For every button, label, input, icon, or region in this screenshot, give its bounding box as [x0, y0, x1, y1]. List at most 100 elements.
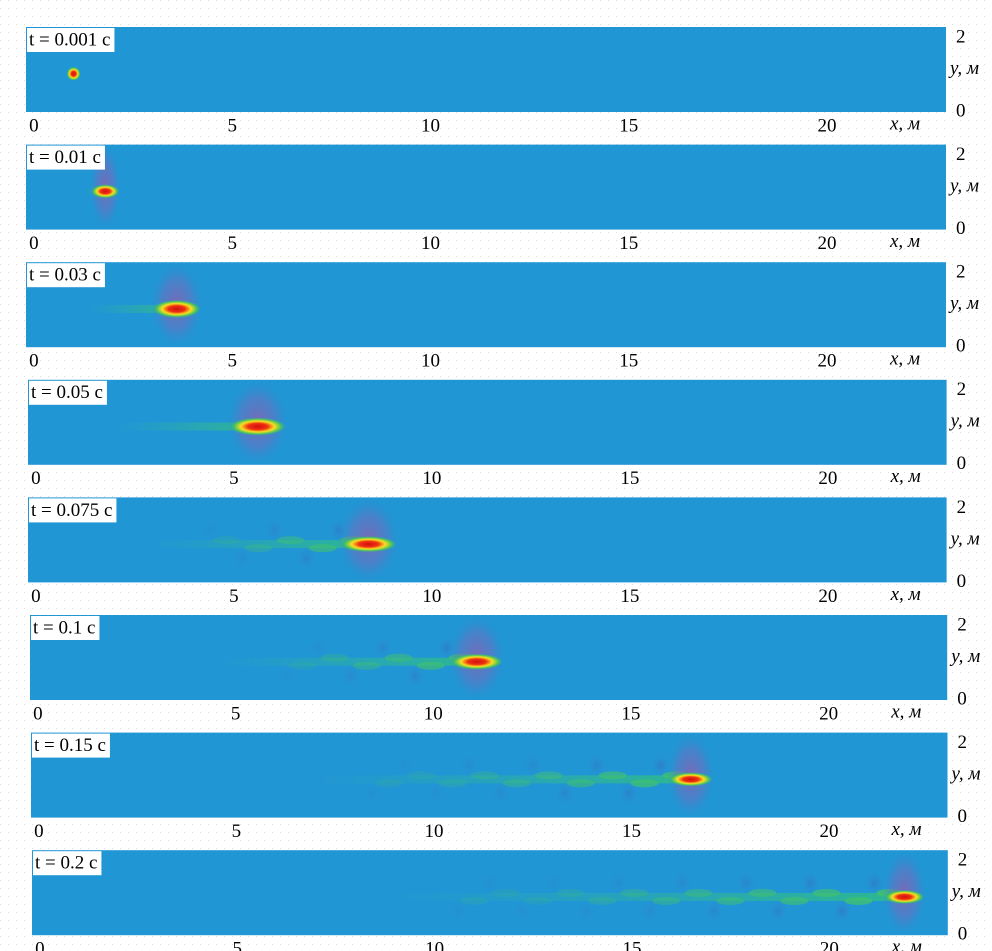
wake-wave [812, 888, 841, 897]
vortex [490, 781, 511, 806]
y-tick-label: 2 [956, 144, 966, 165]
vortex [264, 518, 285, 543]
panel: t = 0.1 с 0 5 10 15 20 x, м 0 2 y, м [30, 614, 980, 724]
x-tick-label: 10 [425, 939, 444, 951]
y-tick-label: 2 [957, 614, 967, 635]
panel-label: t = 0.15 с [34, 735, 106, 756]
x-tick-label: 10 [421, 351, 440, 372]
y-tick-label: 2 [956, 26, 966, 47]
vortex [586, 753, 607, 778]
wake [150, 540, 369, 549]
x-tick-label: 5 [229, 586, 239, 607]
source [152, 299, 201, 318]
wake-wave [470, 771, 499, 780]
x-tick-label: 15 [622, 821, 641, 842]
wake-wave [534, 771, 563, 780]
x-tick-label: 15 [621, 703, 640, 724]
vortex [608, 870, 629, 895]
vortex [232, 546, 253, 571]
panel-label: t = 0.01 с [29, 147, 101, 168]
y-tick-label: 0 [957, 571, 967, 592]
x-tick-label: 0 [29, 233, 39, 254]
x-tick-label: 20 [820, 939, 839, 951]
wake-wave [384, 653, 413, 662]
panel: t = 0.075 с 0 5 10 15 20 x, м 0 2 y, м [28, 497, 980, 607]
wake-wave [276, 536, 305, 545]
wake-wave [352, 661, 381, 670]
x-tick-label: 20 [818, 586, 837, 607]
vortex [864, 870, 885, 895]
wake-wave [492, 888, 521, 897]
y-tick-label: 0 [956, 218, 966, 239]
x-axis-label: x, м [890, 584, 921, 605]
x-tick-label: 10 [421, 115, 440, 136]
vortex [832, 898, 853, 923]
x-tick-label: 10 [424, 821, 443, 842]
vortex [372, 635, 393, 660]
vortex [200, 518, 221, 543]
wake-wave [374, 779, 403, 788]
source [450, 653, 503, 670]
wake [315, 775, 691, 784]
field [26, 144, 946, 230]
wake-wave [556, 888, 585, 897]
x-tick-label: 20 [818, 233, 837, 254]
vortex [448, 898, 469, 923]
wake-wave [524, 896, 553, 905]
x-tick-label: 0 [34, 821, 44, 842]
wake-wave [748, 888, 777, 897]
vortex [736, 870, 757, 895]
x-tick-label: 15 [619, 115, 638, 136]
panel-label: t = 0.001 с [29, 29, 110, 50]
vortex [768, 898, 789, 923]
source [91, 184, 120, 199]
y-axis-label: y, м [948, 293, 979, 314]
y-axis-label: y, м [949, 646, 980, 667]
wake [89, 304, 177, 313]
vortex [800, 870, 821, 895]
x-tick-label: 15 [620, 468, 639, 489]
y-tick-label: 2 [957, 379, 967, 400]
wake-wave [308, 544, 337, 553]
wake-wave [320, 653, 349, 662]
y-tick-label: 2 [957, 497, 967, 518]
wake-wave [598, 771, 627, 780]
source [668, 772, 713, 787]
x-tick-label: 15 [620, 586, 639, 607]
panel-label: t = 0.075 с [31, 500, 112, 521]
y-tick-label: 0 [956, 336, 966, 357]
wake [391, 892, 905, 901]
x-tick-label: 5 [227, 351, 237, 372]
wake-wave [212, 536, 241, 545]
x-tick-label: 15 [619, 351, 638, 372]
panel: t = 0.001 с 0 5 10 15 20 x, м 0 2 y, м [26, 26, 979, 136]
x-axis-label: x, м [889, 349, 920, 370]
field [28, 497, 947, 583]
wake-wave [630, 779, 659, 788]
panel-label: t = 0.2 с [35, 853, 97, 874]
vortex [576, 898, 597, 923]
vortex [426, 781, 447, 806]
x-tick-label: 5 [232, 821, 242, 842]
wake-wave [716, 896, 745, 905]
x-axis-label: x, м [891, 937, 922, 951]
source [229, 417, 286, 436]
x-tick-label: 5 [231, 703, 241, 724]
vortex [340, 663, 361, 688]
vortex [650, 753, 671, 778]
panel-label: t = 0.1 с [33, 617, 95, 638]
wake-wave [566, 779, 595, 788]
x-axis-label: x, м [890, 466, 921, 487]
vortex [522, 753, 543, 778]
x-tick-label: 0 [35, 939, 45, 951]
source [66, 66, 81, 81]
wake-wave [416, 661, 445, 670]
y-tick-label: 0 [958, 924, 968, 945]
y-axis-label: y, м [948, 58, 979, 79]
x-tick-label: 5 [227, 115, 237, 136]
panel: t = 0.03 с 0 5 10 15 20 x, м 0 2 y, м [26, 262, 979, 372]
label-box [29, 380, 107, 405]
wake-wave [620, 888, 649, 897]
x-tick-label: 5 [229, 468, 239, 489]
